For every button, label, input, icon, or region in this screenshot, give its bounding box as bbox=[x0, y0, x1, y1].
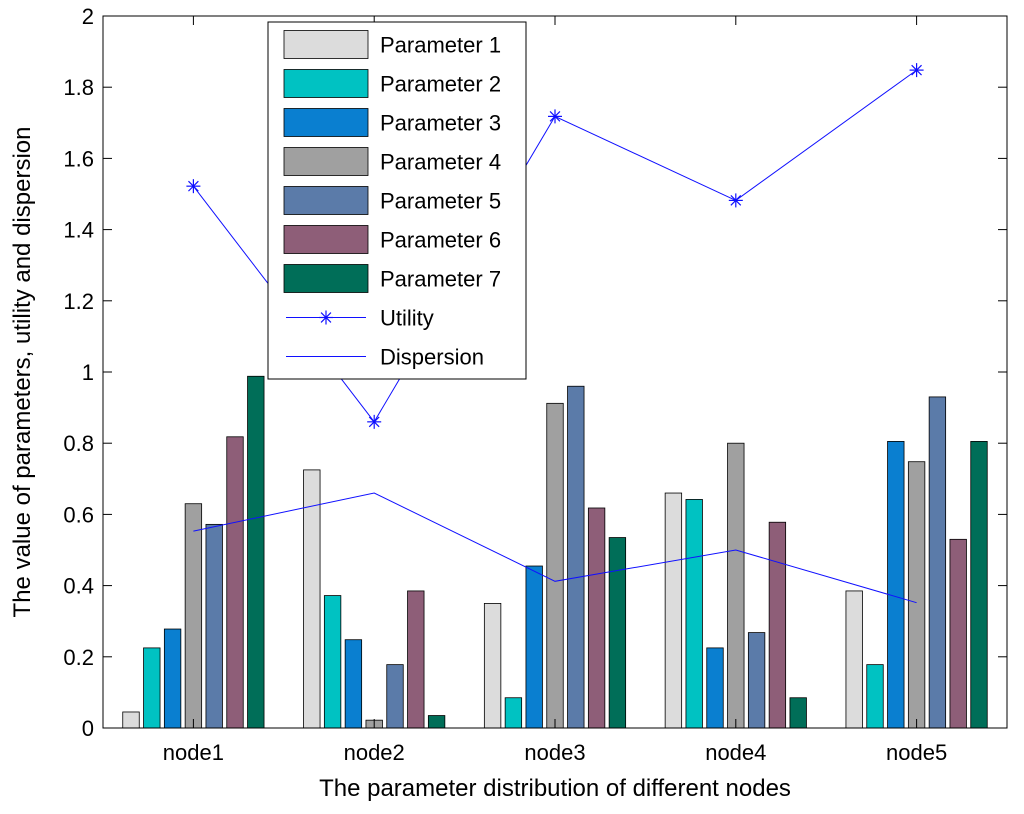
y-tick-label: 1 bbox=[82, 360, 94, 385]
bar bbox=[845, 590, 863, 729]
bar bbox=[685, 499, 703, 729]
y-tick-label: 2 bbox=[82, 4, 94, 29]
legend-swatch bbox=[283, 147, 369, 176]
y-axis: 0 0.2 0.4 0.6 0.8 1 1.2 1.4 1.6 1.8 2 bbox=[63, 4, 1007, 741]
legend-label: Parameter 6 bbox=[380, 228, 501, 253]
marker-stroke bbox=[320, 312, 332, 323]
y-tick-label: 0.2 bbox=[63, 645, 94, 670]
bar bbox=[122, 711, 140, 729]
legend-label: Utility bbox=[380, 306, 434, 331]
legend-label: Parameter 5 bbox=[380, 189, 501, 214]
legend-swatch bbox=[283, 225, 369, 254]
utility-marker bbox=[728, 193, 743, 208]
bar bbox=[386, 664, 404, 729]
utility-marker bbox=[548, 109, 562, 124]
bar bbox=[143, 647, 161, 729]
utility-marker bbox=[319, 310, 333, 325]
bar bbox=[205, 523, 223, 729]
bars-layer bbox=[122, 375, 988, 729]
y-tick-label: 1.6 bbox=[63, 146, 94, 171]
bar bbox=[525, 565, 543, 729]
legend-swatch bbox=[283, 186, 369, 215]
x-tick-label: node1 bbox=[163, 740, 224, 765]
x-tick-label: node2 bbox=[344, 740, 405, 765]
bar bbox=[303, 469, 321, 729]
legend-label: Parameter 3 bbox=[380, 111, 501, 136]
bar bbox=[887, 441, 905, 729]
bar bbox=[226, 436, 244, 729]
x-axis-title: The parameter distribution of different … bbox=[319, 775, 791, 802]
bar bbox=[608, 537, 627, 729]
legend: Parameter 1 Parameter 2 Parameter 3 Paramet… bbox=[267, 21, 527, 380]
y-tick-label: 0.8 bbox=[63, 431, 94, 456]
bar bbox=[407, 590, 425, 729]
y-tick-label: 0.4 bbox=[63, 574, 94, 599]
y-tick-label: 0.6 bbox=[63, 502, 94, 527]
bar bbox=[907, 461, 926, 729]
x-axis: node1 node2 node3 node4 node5 bbox=[163, 16, 947, 765]
legend-label: Dispersion bbox=[380, 345, 484, 370]
bar bbox=[323, 595, 342, 729]
x-tick-label: node5 bbox=[886, 740, 947, 765]
bar bbox=[504, 697, 523, 729]
bar bbox=[727, 442, 745, 729]
utility-marker bbox=[367, 414, 382, 429]
bar bbox=[344, 639, 363, 729]
bar bbox=[866, 664, 884, 729]
y-tick-label: 1.2 bbox=[63, 289, 94, 314]
bar bbox=[546, 402, 564, 729]
dispersion-line bbox=[193, 492, 917, 604]
marker-stroke bbox=[911, 64, 922, 76]
marker-stroke bbox=[188, 180, 199, 192]
y-tick-label: 1.8 bbox=[63, 75, 94, 100]
utility-marker bbox=[909, 63, 924, 78]
marker-stroke bbox=[730, 195, 742, 206]
bar bbox=[768, 521, 787, 729]
bar bbox=[483, 603, 502, 729]
marker-stroke bbox=[549, 111, 561, 122]
bar bbox=[587, 507, 606, 729]
bar bbox=[949, 538, 967, 729]
legend-label: Parameter 1 bbox=[380, 33, 501, 58]
y-tick-label: 1.4 bbox=[63, 218, 94, 243]
bar bbox=[184, 503, 203, 729]
legend-label: Parameter 7 bbox=[380, 267, 501, 292]
bar bbox=[427, 715, 446, 729]
bar bbox=[247, 375, 265, 729]
bar bbox=[928, 396, 947, 729]
bar bbox=[163, 628, 182, 729]
bar bbox=[706, 647, 724, 729]
marker-stroke bbox=[368, 416, 380, 428]
bar bbox=[789, 697, 807, 729]
utility-marker bbox=[186, 179, 201, 194]
legend-swatch bbox=[283, 108, 369, 137]
bar bbox=[664, 492, 683, 729]
bar bbox=[747, 632, 766, 729]
y-axis-title: The value of parameters, utility and dis… bbox=[9, 127, 36, 618]
bar bbox=[970, 441, 988, 729]
x-tick-label: node4 bbox=[705, 740, 766, 765]
legend-label: Parameter 4 bbox=[380, 150, 501, 175]
legend-swatch bbox=[283, 69, 369, 98]
x-tick-label: node3 bbox=[524, 740, 585, 765]
legend-label: Parameter 2 bbox=[380, 72, 501, 97]
y-tick-label: 0 bbox=[82, 716, 94, 741]
legend-swatch bbox=[283, 264, 369, 293]
bar bbox=[567, 385, 585, 729]
legend-swatch bbox=[283, 30, 369, 59]
